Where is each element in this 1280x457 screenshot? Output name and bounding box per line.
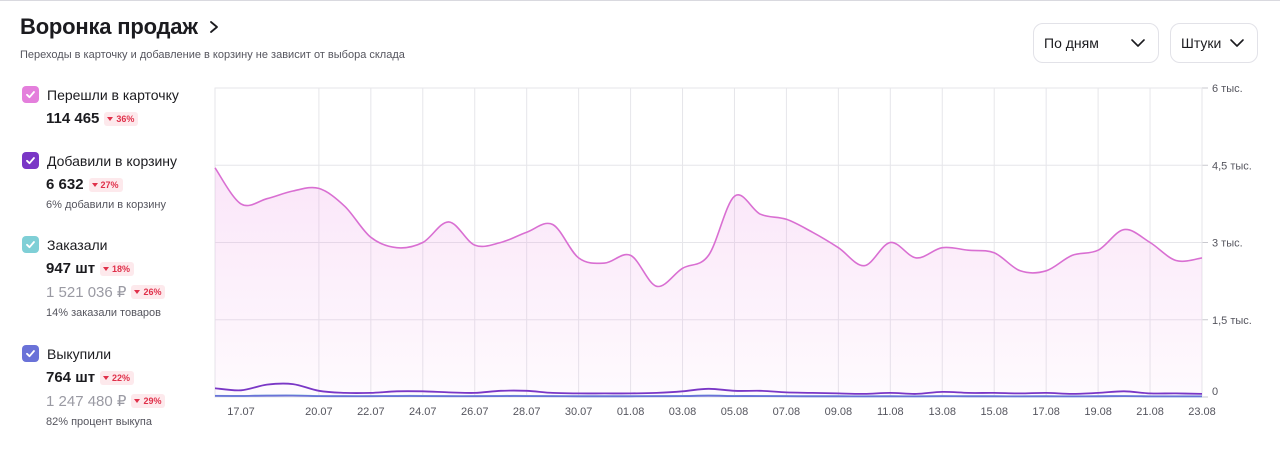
y-tick-label: 6 тыс. [1212,83,1243,95]
x-tick-label: 17.08 [1032,406,1060,418]
metric-label: Добавили в корзину [47,152,178,169]
x-tick-label: 01.08 [617,406,645,418]
checkbox-ordered[interactable] [22,236,39,253]
metric-note: 82% процент выкупа [46,416,152,428]
change-badge: 27% [88,177,123,192]
x-tick-label: 20.07 [305,406,333,418]
y-tick-label: 4,5 тыс. [1212,160,1252,172]
series-card-views[interactable] [214,167,1203,288]
down-arrow-icon [103,375,110,380]
x-tick-label: 28.07 [513,406,541,418]
y-tick-label: 0 [1212,386,1218,398]
down-arrow-icon [91,182,98,187]
x-tick-label: 22.07 [357,406,385,418]
x-tick-label: 21.08 [1136,406,1164,418]
change-badge: 18% [100,261,135,276]
period-select[interactable]: По дням [1033,23,1159,63]
metric-revenue: 1 247 480 ₽ [46,393,127,410]
controls: По дням Штуки [1033,23,1258,63]
down-arrow-icon [134,290,141,294]
change-badge: 26% [131,285,166,299]
down-arrow-icon [103,266,110,271]
change-value: 22% [112,372,131,383]
metric-note: 14% заказали товаров [46,307,162,319]
title-row[interactable]: Воронка продаж [20,14,405,40]
x-tick-label: 23.08 [1188,406,1216,418]
x-tick-label: 03.08 [669,406,697,418]
metric-card-views: Перешли в карточку 114 465 36% [22,86,179,127]
period-select-value: По дням [1044,35,1099,51]
x-axis-ticks: 17.07 20.07 22.07 24.07 26.07 28.07 30.07 01.08… [227,406,1216,418]
change-value: 36% [116,113,135,124]
units-select[interactable]: Штуки [1170,23,1258,63]
checkbox-card-views[interactable] [22,86,39,103]
change-badge: 22% [100,370,135,385]
check-icon [26,91,35,99]
check-icon [26,241,35,249]
change-value: 18% [112,263,131,274]
metric-revenue: 1 521 036 ₽ [46,284,127,301]
chart-series [214,167,1203,398]
metric-ordered: Заказали 947 шт 18% 1 521 036 ₽ 26% 14% … [22,236,166,319]
x-tick-label: 11.08 [877,406,904,418]
metric-bought-out: Выкупили 764 шт 22% 1 247 480 ₽ 29% 82% … [22,345,166,428]
x-tick-label: 05.08 [721,406,749,418]
top-divider [0,0,1280,1]
page-title[interactable]: Воронка продаж [20,14,198,39]
down-arrow-icon [107,116,114,121]
change-value: 27% [100,179,119,190]
x-tick-label: 07.08 [773,406,801,418]
metric-label: Выкупили [47,345,112,362]
metric-label: Перешли в карточку [47,86,179,103]
metric-value: 764 шт [46,369,96,386]
series-area-card-views [215,167,1202,397]
y-tick-label: 3 тыс. [1212,238,1243,250]
units-select-value: Штуки [1181,35,1222,51]
metric-add-to-cart: Добавили в корзину 6 632 27% 6% добавили… [22,152,177,211]
y-axis-ticks: 0 1,5 тыс. 3 тыс. 4,5 тыс. 6 тыс. [1212,83,1252,398]
x-tick-label: 15.08 [980,406,1008,418]
metric-value: 947 шт [46,260,96,277]
metric-note: 6% добавили в корзину [46,199,166,211]
metric-label: Заказали [47,236,108,253]
x-tick-label: 26.07 [461,406,489,418]
checkbox-bought-out[interactable] [22,345,39,362]
checkbox-add-to-cart[interactable] [22,152,39,169]
change-badge: 36% [104,111,139,126]
x-tick-label: 09.08 [825,406,853,418]
down-arrow-icon [134,399,141,403]
metric-value: 6 632 [46,176,84,193]
x-tick-label: 30.07 [565,406,593,418]
x-tick-label: 24.07 [409,406,437,418]
check-icon [26,157,35,165]
change-value: 29% [143,396,162,406]
chevron-right-icon[interactable] [208,20,220,34]
x-tick-label: 19.08 [1084,406,1112,418]
metric-value: 114 465 [46,110,100,127]
check-icon [26,350,35,358]
x-tick-label: 13.08 [928,406,956,418]
y-tick-label: 1,5 тыс. [1212,315,1252,327]
header: Воронка продаж Переходы в карточку и доб… [20,14,405,61]
chevron-down-icon [1230,39,1244,47]
series-add-to-cart[interactable] [214,382,1203,395]
change-value: 26% [143,287,162,297]
change-badge: 29% [131,394,166,408]
chevron-down-icon [1131,39,1145,47]
page-subtitle: Переходы в карточку и добавление в корзи… [20,49,405,61]
x-tick-label: 17.07 [227,406,255,418]
series-bought-out[interactable] [214,394,1202,398]
